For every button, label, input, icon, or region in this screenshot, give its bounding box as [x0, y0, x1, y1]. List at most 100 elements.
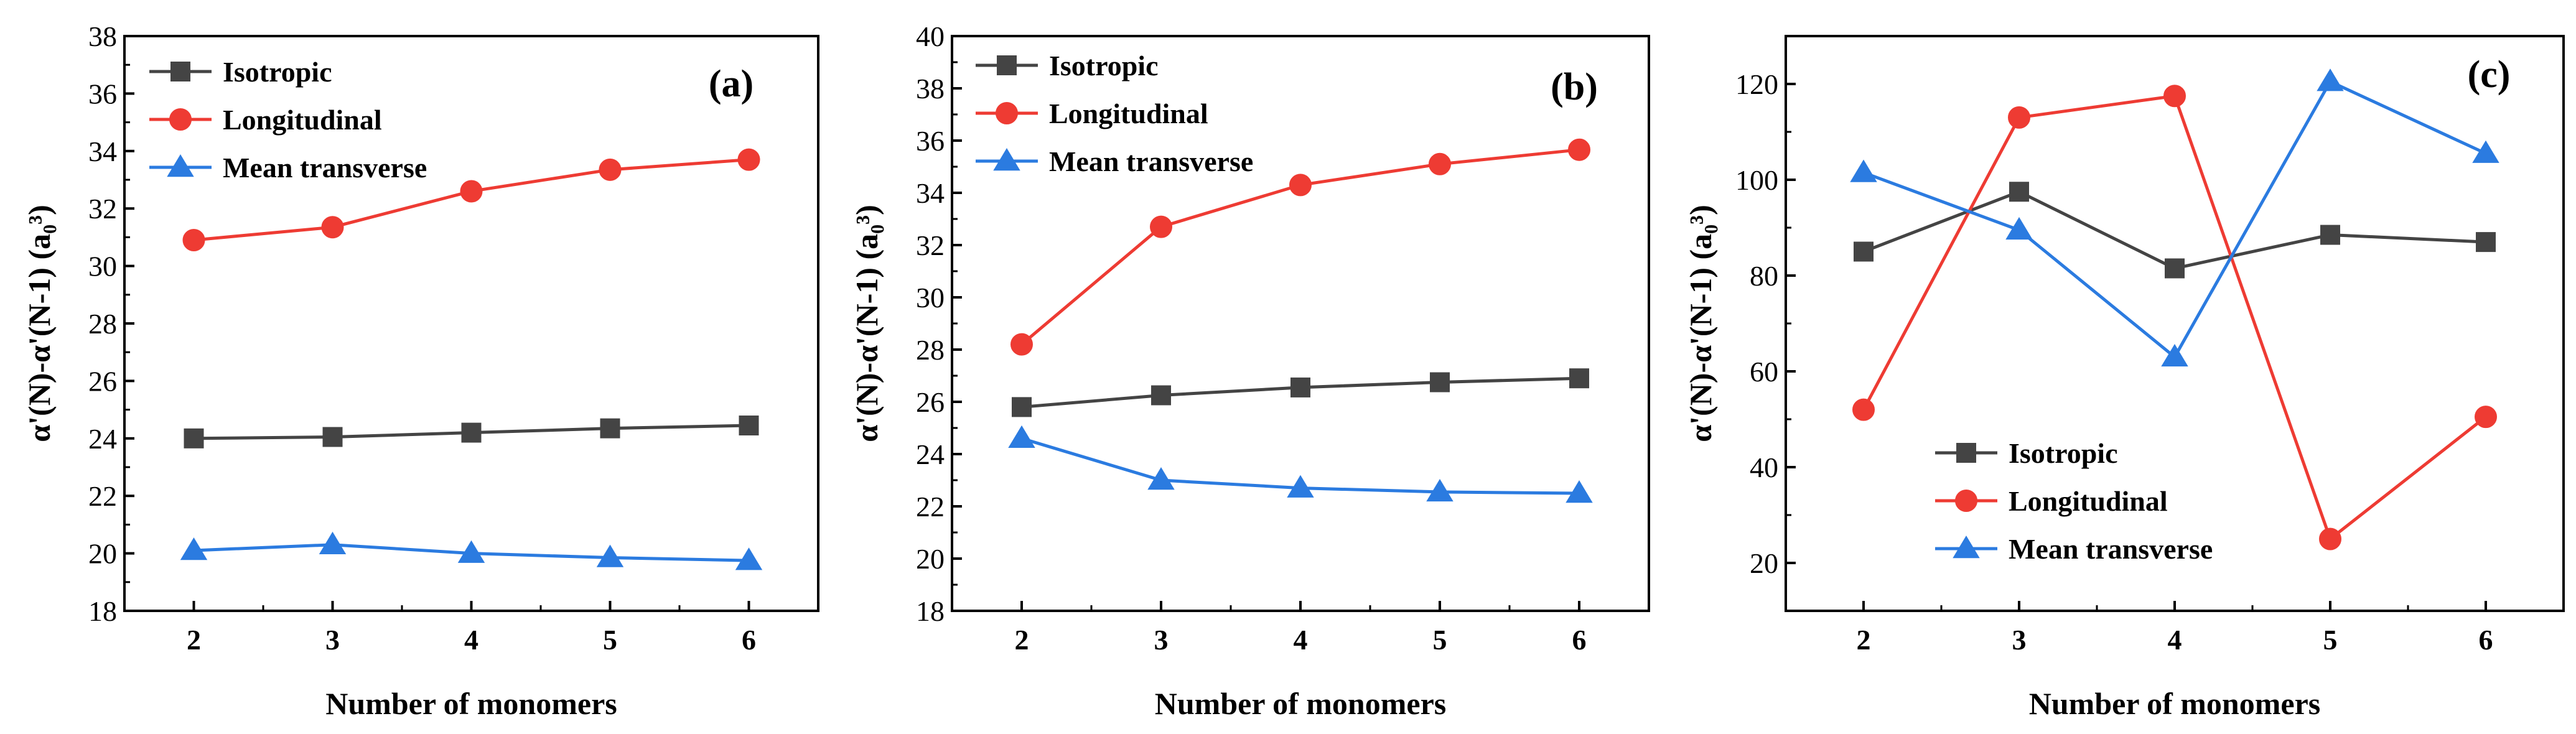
y-tick-label: 32 — [88, 193, 117, 225]
data-point-longitudinal — [1010, 333, 1033, 356]
data-point-mean-transverse — [319, 531, 347, 554]
y-tick-label: 34 — [916, 177, 945, 209]
data-point-isotropic — [461, 422, 482, 443]
data-point-isotropic — [600, 418, 620, 439]
y-tick-label: 80 — [1750, 260, 1778, 292]
data-point-longitudinal — [1568, 138, 1590, 161]
legend-marker — [167, 154, 194, 177]
x-axis-title: Number of monomers — [325, 686, 617, 721]
legend-marker — [169, 108, 192, 131]
y-axis-title: α'(N)-α'(N-1) (a₀³) — [22, 205, 57, 442]
data-point-longitudinal — [460, 180, 483, 203]
y-tick-label: 30 — [916, 282, 945, 314]
data-point-mean-transverse — [2317, 68, 2344, 91]
legend: Isotropic Longitudinal Mean transverse — [149, 56, 427, 184]
legend-marker — [993, 148, 1020, 171]
data-point-longitudinal — [1852, 398, 1875, 421]
y-tick-label: 120 — [1735, 68, 1778, 100]
x-tick-label: 4 — [2168, 624, 2182, 656]
y-tick-label: 40 — [916, 21, 945, 52]
data-point-longitudinal — [1150, 215, 1172, 238]
y-tick-label: 32 — [916, 230, 945, 261]
legend-label: Longitudinal — [2009, 485, 2168, 517]
legend-marker — [1953, 536, 1980, 559]
y-tick-label: 34 — [88, 136, 117, 167]
data-point-mean-transverse — [180, 537, 208, 560]
data-point-isotropic — [1151, 385, 1171, 406]
x-axis-title: Number of monomers — [2029, 686, 2320, 721]
x-tick-label: 2 — [187, 624, 201, 656]
legend-label: Mean transverse — [2009, 533, 2213, 565]
data-point-mean-transverse — [1287, 475, 1314, 498]
y-tick-label: 28 — [88, 308, 117, 340]
x-tick-label: 5 — [603, 624, 617, 656]
legend-label: Mean transverse — [223, 152, 427, 184]
y-tick-label: 20 — [916, 543, 945, 575]
data-point-longitudinal — [2163, 85, 2186, 108]
legend: Isotropic Longitudinal Mean transverse — [976, 50, 1253, 177]
y-tick-label: 20 — [1750, 547, 1778, 579]
y-tick-label: 18 — [916, 595, 945, 627]
x-tick-label: 5 — [2323, 624, 2338, 656]
data-point-longitudinal — [2319, 527, 2341, 550]
data-point-isotropic — [2165, 258, 2185, 279]
legend-label: Isotropic — [1049, 50, 1159, 81]
legend-label: Longitudinal — [1049, 98, 1208, 129]
y-tick-label: 38 — [88, 21, 117, 52]
legend: Isotropic Longitudinal Mean transverse — [1935, 437, 2213, 565]
legend-label: Isotropic — [2009, 437, 2118, 469]
legend-marker — [997, 55, 1017, 75]
legend-label: Mean transverse — [1049, 146, 1253, 177]
data-point-isotropic — [2320, 225, 2340, 245]
y-tick-label: 40 — [1750, 452, 1778, 483]
data-point-isotropic — [184, 428, 204, 448]
x-tick-label: 3 — [2012, 624, 2027, 656]
data-point-longitudinal — [2475, 406, 2497, 429]
x-tick-label: 4 — [464, 624, 478, 656]
data-point-isotropic — [1430, 372, 1450, 393]
legend-label: Isotropic — [223, 56, 332, 88]
data-point-longitudinal — [182, 229, 205, 252]
y-tick-label: 60 — [1750, 356, 1778, 388]
data-point-longitudinal — [599, 158, 622, 181]
y-tick-label: 24 — [88, 423, 117, 455]
y-tick-label: 36 — [916, 125, 945, 157]
x-tick-label: 6 — [2479, 624, 2493, 656]
x-tick-label: 6 — [742, 624, 756, 656]
legend-marker — [170, 62, 190, 81]
data-point-isotropic — [1012, 397, 1032, 417]
data-point-mean-transverse — [735, 547, 763, 570]
data-point-isotropic — [2476, 232, 2496, 253]
y-tick-label: 36 — [88, 78, 117, 109]
data-point-isotropic — [739, 416, 759, 436]
data-point-isotropic — [1854, 241, 1874, 262]
y-tick-label: 26 — [88, 365, 117, 397]
x-tick-label: 5 — [1433, 624, 1447, 656]
y-tick-label: 28 — [916, 334, 945, 366]
chart-panel-3: 20 40 60 80 100 120 2 3 4 5 6 Number of monomers α'(… — [1683, 35, 2565, 721]
y-tick-label: 100 — [1735, 164, 1778, 196]
x-tick-label: 2 — [1857, 624, 1871, 656]
data-point-mean-transverse — [1147, 467, 1175, 490]
y-tick-label: 30 — [88, 251, 117, 282]
legend-marker — [996, 102, 1018, 124]
data-point-isotropic — [2009, 182, 2029, 202]
data-point-mean-transverse — [2005, 216, 2033, 240]
legend-marker — [1955, 490, 1977, 512]
y-tick-label: 22 — [916, 491, 945, 523]
data-point-mean-transverse — [2161, 343, 2188, 367]
data-point-isotropic — [1290, 377, 1310, 397]
data-point-longitudinal — [321, 216, 344, 239]
data-point-mean-transverse — [1566, 480, 1593, 503]
data-point-isotropic — [322, 427, 343, 447]
y-axis-title: α'(N)-α'(N-1) (a₀³) — [849, 205, 884, 442]
x-tick-label: 2 — [1015, 624, 1029, 656]
data-point-longitudinal — [2008, 106, 2030, 129]
data-point-mean-transverse — [2472, 140, 2499, 163]
x-axis-title: Number of monomers — [1155, 686, 1446, 721]
data-point-mean-transverse — [596, 544, 624, 567]
x-tick-label: 4 — [1294, 624, 1308, 656]
